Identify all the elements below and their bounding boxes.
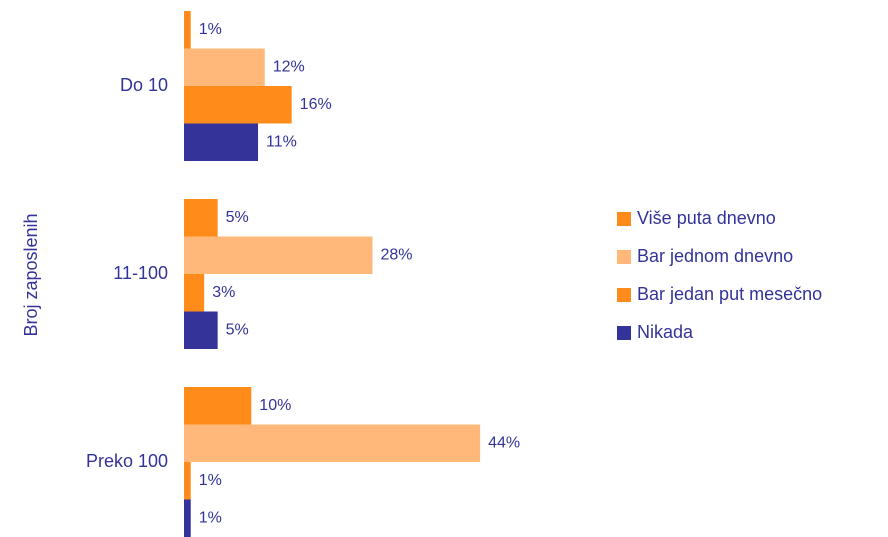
bar <box>184 48 265 86</box>
legend-swatch <box>617 250 631 264</box>
bar <box>184 499 191 537</box>
value-label: 5% <box>226 209 249 226</box>
value-label: 1% <box>199 472 222 489</box>
bar <box>184 424 481 462</box>
bar <box>184 387 252 425</box>
legend-swatch <box>617 212 631 226</box>
y-axis-label: Broj zaposlenih <box>21 213 41 336</box>
value-label: 5% <box>226 321 249 338</box>
value-label: 3% <box>212 284 235 301</box>
bar <box>184 274 205 312</box>
bar <box>184 11 191 49</box>
value-label: 1% <box>199 509 222 526</box>
bar <box>184 311 218 349</box>
category-label: Do 10 <box>120 75 168 95</box>
category-label: Preko 100 <box>86 451 168 471</box>
category-label: 11-100 <box>113 263 168 283</box>
bar <box>184 199 218 237</box>
bar <box>184 86 292 124</box>
value-label: 16% <box>300 96 332 113</box>
bar <box>184 123 259 161</box>
legend-label: Nikada <box>637 322 694 342</box>
value-label: 12% <box>273 58 305 75</box>
value-label: 10% <box>259 397 291 414</box>
value-label: 44% <box>488 434 520 451</box>
legend-label: Bar jednom dnevno <box>637 246 793 266</box>
bar <box>184 462 191 500</box>
value-label: 1% <box>199 21 222 38</box>
legend-label: Više puta dnevno <box>637 208 776 228</box>
legend-swatch <box>617 326 631 340</box>
value-label: 11% <box>266 133 297 150</box>
legend-swatch <box>617 288 631 302</box>
value-label: 28% <box>380 246 412 263</box>
legend-label: Bar jedan put mesečno <box>637 284 822 304</box>
bar <box>184 236 373 274</box>
